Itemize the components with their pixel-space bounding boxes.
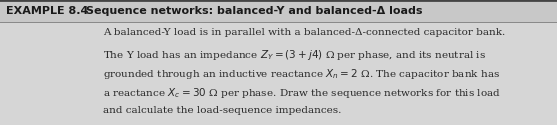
Bar xyxy=(0,0,557,22)
Text: a reactance $X_c = 30$ Ω per phase. Draw the sequence networks for this load: a reactance $X_c = 30$ Ω per phase. Draw… xyxy=(103,86,501,100)
Text: A balanced-Y load is in parallel with a balanced-Δ-connected capacitor bank.: A balanced-Y load is in parallel with a … xyxy=(103,28,505,37)
Text: EXAMPLE 8.4: EXAMPLE 8.4 xyxy=(6,6,88,16)
Text: Sequence networks: balanced-Y and balanced-Δ loads: Sequence networks: balanced-Y and balanc… xyxy=(86,6,423,16)
Text: grounded through an inductive reactance $X_n = 2$ Ω. The capacitor bank has: grounded through an inductive reactance … xyxy=(103,67,500,81)
Text: The Y load has an impedance $Z_Y = (3 + j4)$ Ω per phase, and its neutral is: The Y load has an impedance $Z_Y = (3 + … xyxy=(103,48,486,62)
Text: and calculate the load-sequence impedances.: and calculate the load-sequence impedanc… xyxy=(103,106,341,115)
